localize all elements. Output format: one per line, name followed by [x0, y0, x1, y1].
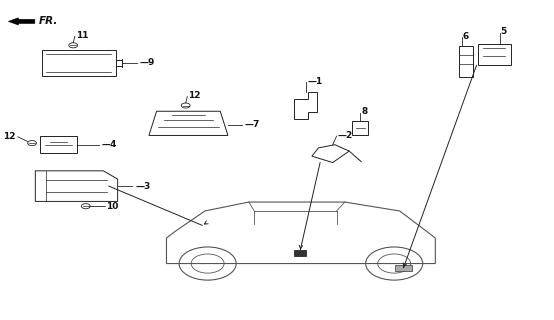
- Text: 12: 12: [188, 92, 201, 100]
- Bar: [478, 44, 510, 65]
- Text: 6: 6: [463, 32, 469, 41]
- Text: —1: —1: [307, 77, 323, 86]
- Text: 8: 8: [361, 107, 367, 116]
- Text: —7: —7: [245, 120, 260, 130]
- Text: —9: —9: [139, 58, 155, 67]
- Bar: [396, 265, 412, 271]
- Text: —2: —2: [338, 131, 353, 140]
- Text: FR.: FR.: [39, 16, 58, 27]
- Bar: [42, 50, 116, 76]
- FancyArrow shape: [8, 18, 35, 25]
- Bar: [294, 251, 306, 256]
- Text: 10: 10: [106, 202, 119, 211]
- Bar: [352, 121, 368, 135]
- Text: —3: —3: [135, 182, 151, 191]
- Bar: [40, 136, 77, 153]
- Text: 5: 5: [501, 27, 507, 36]
- Text: 12: 12: [3, 132, 16, 140]
- Text: —4: —4: [102, 140, 117, 149]
- Text: 11: 11: [76, 31, 89, 40]
